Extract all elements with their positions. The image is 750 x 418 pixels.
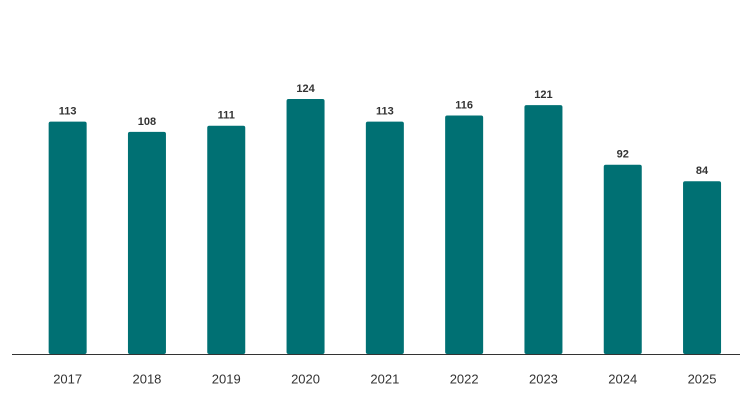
x-tick-label: 2018 (132, 371, 161, 386)
bar (127, 131, 166, 354)
bar (524, 105, 563, 354)
value-label: 124 (296, 83, 315, 95)
bar (683, 181, 722, 354)
value-label: 116 (455, 99, 473, 111)
value-label: 111 (218, 110, 235, 122)
value-label: 113 (59, 106, 77, 118)
x-tick-label: 2019 (212, 371, 241, 386)
x-tick-label: 2022 (450, 371, 479, 386)
bar (207, 125, 246, 354)
x-tick-label: 2025 (688, 371, 717, 386)
value-label: 113 (376, 106, 394, 118)
bar (603, 164, 642, 354)
bar (48, 121, 87, 354)
x-tick-label: 2020 (291, 371, 320, 386)
x-tick-label: 2017 (53, 371, 82, 386)
value-label: 84 (696, 165, 709, 177)
bar (365, 121, 404, 354)
bar (286, 99, 325, 354)
value-label: 92 (617, 149, 629, 161)
value-label: 108 (138, 116, 156, 128)
bar (445, 115, 484, 354)
x-tick-label: 2023 (529, 371, 558, 386)
x-tick-label: 2024 (608, 371, 637, 386)
value-label: 121 (534, 89, 552, 101)
x-tick-label: 2021 (370, 371, 399, 386)
